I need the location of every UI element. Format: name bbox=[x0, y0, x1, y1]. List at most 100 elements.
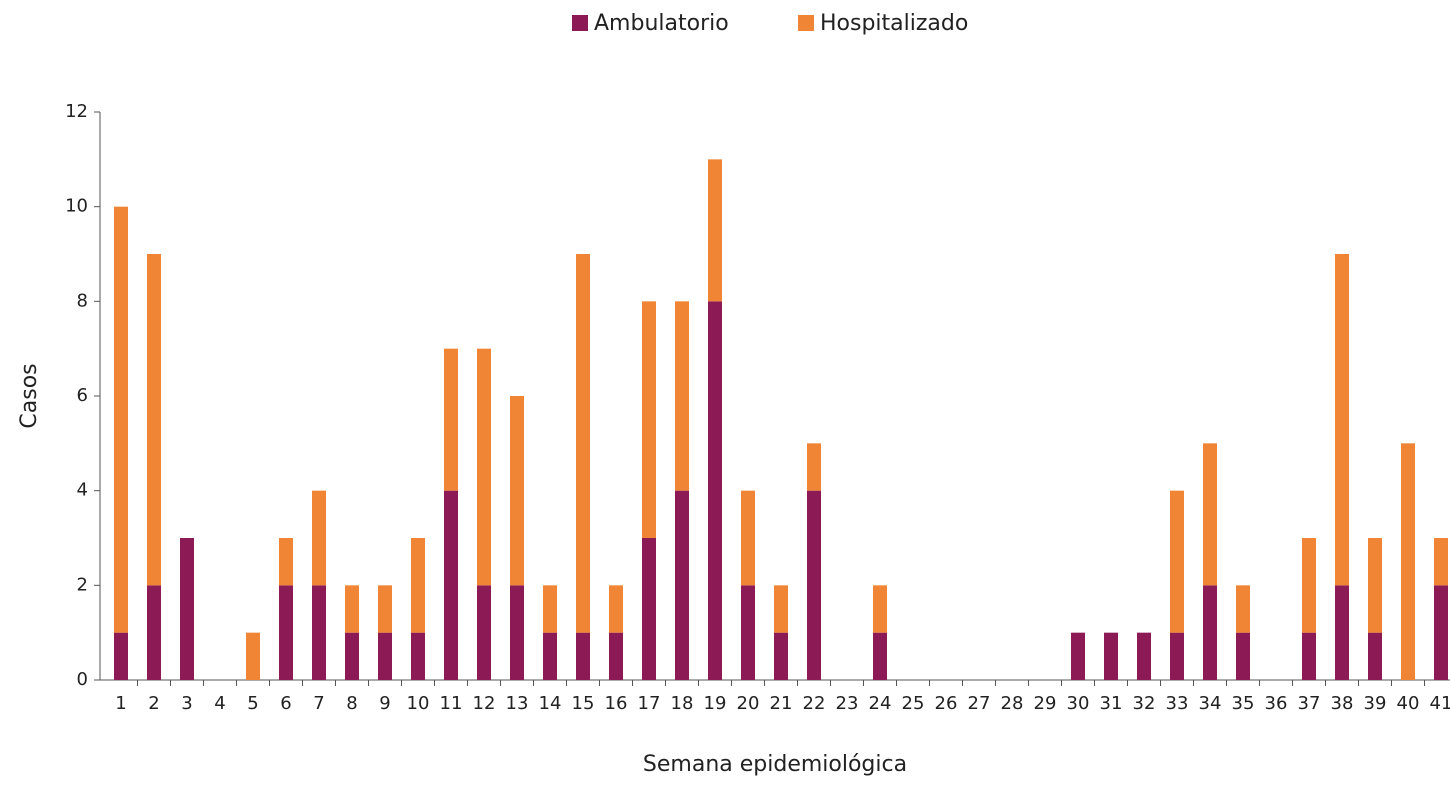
bar-segment bbox=[312, 585, 326, 680]
bar-segment bbox=[675, 490, 689, 680]
bar-segment bbox=[576, 254, 590, 633]
x-tick-label: 40 bbox=[1397, 693, 1420, 714]
bar-segment bbox=[312, 490, 326, 586]
bar-segment bbox=[1236, 632, 1250, 680]
x-tick-label: 14 bbox=[539, 693, 562, 714]
x-tick-label: 25 bbox=[902, 693, 925, 714]
x-tick-label: 34 bbox=[1199, 693, 1222, 714]
y-tick-label: 0 bbox=[77, 669, 88, 690]
bar-segment bbox=[1203, 443, 1217, 586]
x-tick-label: 26 bbox=[935, 693, 958, 714]
bar-segment bbox=[180, 538, 194, 680]
x-tick-label: 27 bbox=[968, 693, 991, 714]
bar-segment bbox=[774, 632, 788, 680]
x-tick-label: 4 bbox=[214, 693, 225, 714]
legend-label: Ambulatorio bbox=[594, 11, 729, 36]
bar-segment bbox=[642, 538, 656, 680]
x-axis-label: Semana epidemiológica bbox=[643, 752, 907, 777]
y-axis-label: Casos bbox=[17, 363, 42, 428]
bar-segment bbox=[1236, 585, 1250, 633]
bar-segment bbox=[1335, 585, 1349, 680]
x-tick-label: 8 bbox=[346, 693, 357, 714]
bar-segment bbox=[543, 585, 557, 633]
bar-segment bbox=[873, 585, 887, 633]
x-tick-label: 17 bbox=[638, 693, 661, 714]
bar-segment bbox=[1434, 585, 1448, 680]
bar-segment bbox=[114, 632, 128, 680]
x-tick-label: 3 bbox=[181, 693, 192, 714]
bar-segment bbox=[1368, 632, 1382, 680]
bar-segment bbox=[279, 538, 293, 586]
x-tick-label: 1 bbox=[115, 693, 126, 714]
x-tick-label: 35 bbox=[1232, 693, 1255, 714]
x-tick-label: 9 bbox=[379, 693, 390, 714]
y-tick-label: 2 bbox=[77, 574, 88, 595]
bar-segment bbox=[345, 632, 359, 680]
legend-swatch bbox=[798, 15, 814, 31]
bar-segment bbox=[147, 254, 161, 586]
bar-segment bbox=[543, 632, 557, 680]
bar-segment bbox=[411, 538, 425, 633]
x-tick-label: 6 bbox=[280, 693, 291, 714]
bar-segment bbox=[1170, 490, 1184, 633]
bar-segment bbox=[378, 585, 392, 633]
x-tick-label: 15 bbox=[572, 693, 595, 714]
x-tick-label: 10 bbox=[407, 693, 430, 714]
x-tick-label: 12 bbox=[473, 693, 496, 714]
bar-segment bbox=[1170, 632, 1184, 680]
bar-segment bbox=[279, 585, 293, 680]
x-tick-label: 36 bbox=[1265, 693, 1288, 714]
bar-segment bbox=[609, 585, 623, 633]
bar-segment bbox=[1302, 632, 1316, 680]
y-tick-label: 6 bbox=[77, 385, 88, 406]
y-tick-label: 12 bbox=[65, 101, 88, 122]
x-tick-label: 32 bbox=[1133, 693, 1156, 714]
legend-swatch bbox=[572, 15, 588, 31]
bar-segment bbox=[609, 632, 623, 680]
y-tick-label: 4 bbox=[77, 480, 88, 501]
bar-segment bbox=[510, 396, 524, 586]
bar-segment bbox=[477, 348, 491, 586]
bar-segment bbox=[708, 159, 722, 302]
bar-segment bbox=[741, 490, 755, 586]
bar-segment bbox=[1335, 254, 1349, 586]
bar-segment bbox=[378, 632, 392, 680]
bar-segment bbox=[510, 585, 524, 680]
x-tick-label: 41 bbox=[1430, 693, 1450, 714]
bar-segment bbox=[576, 632, 590, 680]
x-tick-label: 38 bbox=[1331, 693, 1354, 714]
x-tick-label: 5 bbox=[247, 693, 258, 714]
y-tick-label: 10 bbox=[65, 196, 88, 217]
bar-segment bbox=[1137, 632, 1151, 680]
bar-segment bbox=[741, 585, 755, 680]
bar-segment bbox=[477, 585, 491, 680]
x-tick-label: 37 bbox=[1298, 693, 1321, 714]
bar-segment bbox=[807, 490, 821, 680]
x-tick-label: 11 bbox=[440, 693, 463, 714]
x-tick-label: 21 bbox=[770, 693, 793, 714]
bar-segment bbox=[1401, 443, 1415, 680]
x-tick-label: 19 bbox=[704, 693, 727, 714]
x-tick-label: 13 bbox=[506, 693, 529, 714]
bar-segment bbox=[675, 301, 689, 491]
bar-segment bbox=[774, 585, 788, 633]
bar-segment bbox=[411, 632, 425, 680]
bar-segment bbox=[873, 632, 887, 680]
legend-label: Hospitalizado bbox=[820, 11, 968, 36]
bar-segment bbox=[246, 632, 260, 680]
bar-segment bbox=[1071, 632, 1085, 680]
x-tick-label: 29 bbox=[1034, 693, 1057, 714]
x-tick-label: 7 bbox=[313, 693, 324, 714]
bar-segment bbox=[807, 443, 821, 491]
bar-segment bbox=[345, 585, 359, 633]
x-tick-label: 24 bbox=[869, 693, 892, 714]
x-tick-label: 2 bbox=[148, 693, 159, 714]
x-tick-label: 23 bbox=[836, 693, 859, 714]
x-tick-label: 20 bbox=[737, 693, 760, 714]
x-tick-label: 31 bbox=[1100, 693, 1123, 714]
bar-segment bbox=[1302, 538, 1316, 633]
y-tick-label: 8 bbox=[77, 290, 88, 311]
bar-segment bbox=[1368, 538, 1382, 633]
bar-segment bbox=[1203, 585, 1217, 680]
